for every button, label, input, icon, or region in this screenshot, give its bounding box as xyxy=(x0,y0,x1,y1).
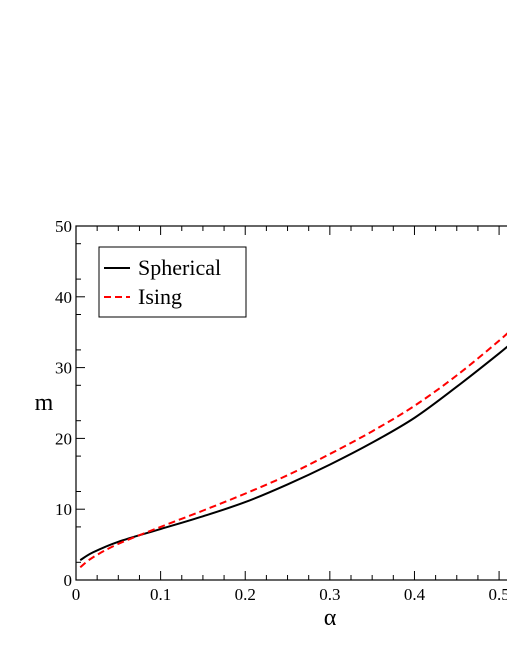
y-tick-label: 30 xyxy=(55,359,72,378)
x-axis-label: α xyxy=(324,605,337,631)
x-tick-label: 0.2 xyxy=(235,585,256,604)
y-tick-label: 0 xyxy=(64,571,73,590)
y-tick-label: 10 xyxy=(55,500,72,519)
y-axis-label: m xyxy=(35,390,54,416)
y-tick-label: 40 xyxy=(55,288,72,307)
axis-ticks xyxy=(75,225,500,581)
x-tick-label: 0.4 xyxy=(404,585,426,604)
y-tick-labels: 0 10 20 30 40 50 xyxy=(55,217,72,590)
legend: Spherical Ising xyxy=(98,246,247,318)
legend-label-spherical: Spherical xyxy=(138,255,221,280)
legend-label-ising: Ising xyxy=(138,284,182,309)
series-line-spherical xyxy=(79,345,507,562)
y-tick-label: 20 xyxy=(55,429,72,448)
series-lines xyxy=(79,332,507,569)
x-tick-labels: 0 0.1 0.2 0.3 0.4 0.5 xyxy=(72,585,507,604)
x-tick-label: 0 xyxy=(72,585,81,604)
legend-box xyxy=(98,246,247,318)
x-tick-label: 0.5 xyxy=(488,585,507,604)
plot-frame xyxy=(75,225,507,581)
x-tick-label: 0.3 xyxy=(319,585,340,604)
y-tick-label: 50 xyxy=(55,217,72,236)
series-line-ising xyxy=(79,332,507,569)
x-tick-label: 0.1 xyxy=(150,585,171,604)
